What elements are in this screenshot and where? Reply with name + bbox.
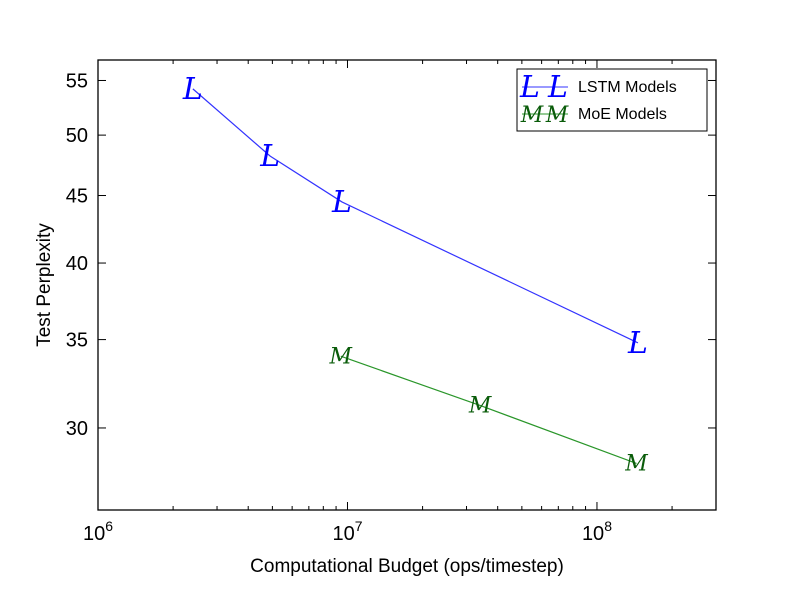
x-axis-label: Computational Budget (ops/timestep) — [250, 556, 564, 577]
y-tick-label: 30 — [66, 418, 88, 440]
data-point-lstm: L — [331, 185, 352, 220]
data-point-lstm: L — [627, 326, 648, 361]
y-tick-label: 40 — [66, 253, 88, 275]
y-tick-label: 35 — [66, 330, 88, 352]
data-point-lstm: L — [182, 72, 203, 107]
legend: L L LSTM Models M M MoE Models — [516, 68, 708, 132]
y-tick-label: 50 — [66, 125, 88, 147]
x-tick-label: 108 — [582, 518, 612, 545]
legend-marker-moe: M — [520, 103, 544, 128]
legend-marker-lstm: L — [547, 70, 568, 105]
series-line-moe — [340, 355, 637, 464]
legend-marker-lstm: L — [519, 70, 540, 105]
plot-frame — [97, 59, 717, 511]
x-tick-label: 107 — [332, 518, 362, 545]
ticks: 106 107 108 30 35 40 45 50 55 — [66, 60, 717, 545]
legend-marker-moe: M — [545, 103, 569, 128]
y-axis-label: Test Perplexity — [34, 223, 55, 347]
data-point-lstm: L — [259, 139, 280, 174]
legend-label-moe: MoE Models — [578, 106, 667, 123]
data-point-moe: M — [329, 344, 353, 369]
x-tick-label: 106 — [83, 518, 113, 545]
data-point-moe: M — [624, 452, 648, 477]
y-tick-label: 55 — [66, 70, 88, 92]
legend-box — [516, 68, 708, 132]
y-tick-label: 45 — [66, 186, 88, 208]
data-point-moe: M — [468, 394, 492, 419]
series-line-lstm — [192, 88, 639, 344]
legend-label-lstm: LSTM Models — [578, 79, 677, 96]
